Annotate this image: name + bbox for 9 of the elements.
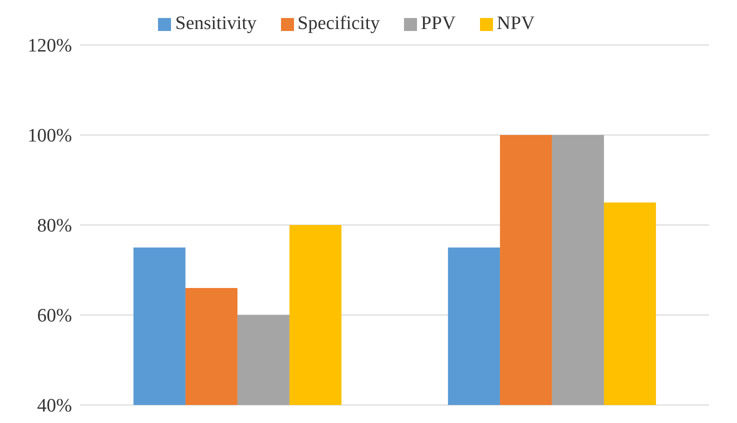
y-tick-label: 80% <box>37 216 72 237</box>
y-tick-label: 120% <box>28 36 72 57</box>
legend-label: NPV <box>496 13 535 34</box>
y-tick-label: 60% <box>37 306 72 327</box>
legend-label: Sensitivity <box>175 13 257 34</box>
y-tick-label: 40% <box>37 396 72 417</box>
y-tick-label: 100% <box>28 126 72 147</box>
legend-label: PPV <box>420 13 456 34</box>
legend-label: Specificity <box>298 13 380 34</box>
